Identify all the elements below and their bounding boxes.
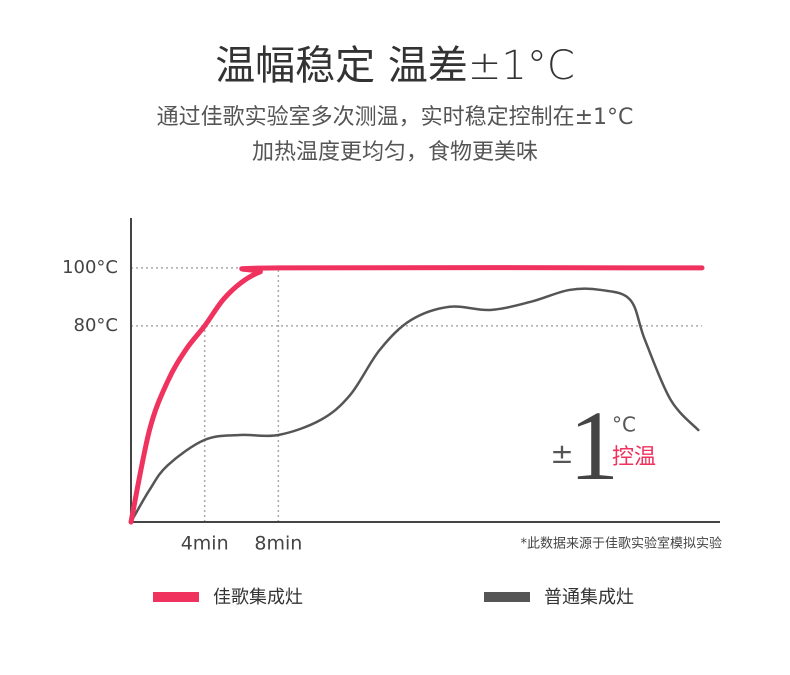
legend-label: 佳歌集成灶 [213,587,303,608]
x-tick-label: 4min [181,533,229,555]
annotation-number: 1 [569,390,619,501]
annotation-symbol: ± [550,437,573,470]
legend-label: 普通集成灶 [544,587,634,608]
legend-swatch [484,592,530,602]
chart-title: 温幅稳定 温差±1°C [215,43,575,89]
line [129,287,700,524]
subtitle: 通过佳歌实验室多次测温，实时稳定控制在±1°C [157,105,634,130]
legend-swatch [153,592,199,602]
annotation-text: 控温 [612,445,656,470]
y-tick-label: 80°C [74,315,118,336]
x-tick-label: 8min [254,533,302,555]
annotation-unit: °C [612,413,636,437]
footnote: *此数据来源于佳歌实验室模拟实验 [520,536,722,552]
line [128,265,705,525]
y-tick-label: 100°C [62,257,118,278]
subtitle: 加热温度更均匀，食物更美味 [252,140,538,165]
